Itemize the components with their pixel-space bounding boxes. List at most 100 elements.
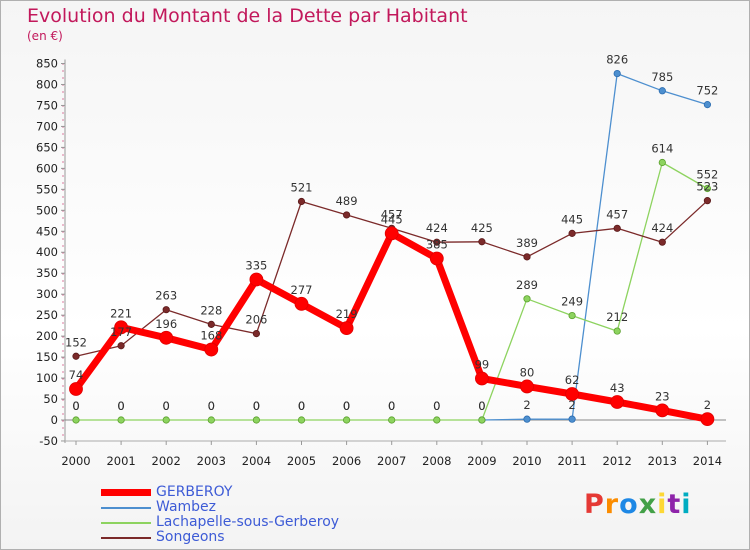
x-tick-label: 2004 (242, 454, 271, 468)
data-label: 0 (298, 399, 305, 413)
x-tick-label: 2010 (512, 454, 541, 468)
data-point (72, 352, 80, 360)
legend-swatch (101, 489, 151, 496)
data-point (162, 306, 170, 314)
data-point (523, 415, 531, 423)
chart-unit-label: (en €) (27, 29, 63, 43)
data-point (114, 320, 128, 335)
logo-letter: i (681, 489, 692, 520)
logo-letter: i (657, 489, 668, 520)
data-label: 263 (155, 289, 177, 303)
data-label: 212 (606, 310, 628, 324)
y-tick-label: 100 (36, 371, 58, 385)
data-label: 0 (433, 399, 440, 413)
data-label: 424 (426, 221, 448, 235)
data-label: 0 (343, 399, 350, 413)
legend-swatch (101, 536, 151, 539)
series-line-wambez (481, 72, 709, 421)
data-point (700, 412, 715, 427)
data-point (297, 416, 306, 424)
data-point (613, 69, 621, 78)
data-point (655, 403, 670, 418)
legend-label: Wambez (156, 499, 217, 515)
logo-letter: x (638, 489, 658, 520)
data-label: 219 (336, 307, 358, 321)
data-label: 43 (610, 381, 625, 395)
data-point (207, 416, 215, 424)
data-point (568, 415, 576, 423)
data-point (159, 330, 174, 345)
data-point (658, 238, 666, 246)
data-point (117, 416, 125, 424)
x-tick-label: 2003 (197, 454, 226, 468)
data-label: 424 (651, 221, 673, 235)
data-label: 489 (336, 194, 358, 208)
data-label: 249 (561, 295, 583, 309)
data-label: 2 (704, 398, 711, 412)
x-tick-label: 2002 (152, 454, 181, 468)
data-point (297, 197, 306, 206)
x-tick-label: 2007 (377, 454, 406, 468)
data-label: 0 (117, 399, 124, 413)
data-point (339, 321, 354, 336)
data-point (703, 184, 712, 193)
data-point (204, 342, 219, 357)
data-point (474, 371, 489, 386)
data-label: 0 (388, 399, 395, 413)
data-label: 0 (478, 399, 485, 413)
logo-letter: P (584, 489, 605, 520)
y-tick-label: 450 (36, 224, 58, 238)
data-point (117, 342, 125, 350)
data-label: 445 (381, 212, 403, 226)
x-tick-label: 2000 (61, 454, 90, 468)
data-point (478, 238, 486, 246)
data-point (523, 295, 531, 303)
legend-item: Songeons (101, 530, 339, 545)
proxiti-logo: Proxiti (584, 489, 692, 520)
data-label: 0 (253, 399, 260, 413)
x-tick-label: 2005 (287, 454, 316, 468)
data-point (429, 251, 444, 266)
data-point (565, 387, 579, 401)
data-label: 0 (298, 399, 305, 413)
data-label: 0 (72, 399, 79, 413)
data-label: 0 (388, 399, 395, 413)
data-point (613, 327, 621, 335)
data-point (433, 238, 441, 246)
data-label: 0 (163, 399, 170, 413)
x-tick-label: 2001 (106, 454, 135, 468)
legend-label: Songeons (156, 529, 225, 545)
legend-swatch (101, 506, 151, 509)
legend-label: GERBEROY (156, 484, 233, 500)
y-tick-label: 400 (36, 245, 58, 259)
y-tick-label: -50 (39, 434, 58, 448)
data-label: 196 (155, 317, 177, 331)
x-tick-label: 2008 (422, 454, 451, 468)
data-label: 335 (245, 259, 267, 273)
data-label: 74 (69, 368, 84, 382)
x-tick-label: 2006 (332, 454, 361, 468)
data-point (520, 379, 534, 394)
data-label: 206 (245, 313, 267, 327)
data-label: 0 (253, 399, 260, 413)
data-label: 457 (606, 207, 628, 221)
data-point (478, 416, 486, 424)
data-label: 23 (655, 389, 670, 403)
data-point (658, 158, 666, 167)
y-tick-label: 200 (36, 329, 58, 343)
data-label: 752 (696, 84, 718, 98)
data-label: 228 (200, 303, 222, 317)
data-point (613, 224, 621, 232)
data-label: 0 (478, 399, 485, 413)
data-point (294, 296, 309, 311)
data-label: 445 (561, 212, 583, 226)
y-tick-label: 850 (36, 57, 58, 71)
data-label: 2 (523, 398, 530, 412)
data-label: 523 (696, 180, 718, 194)
y-tick-label: 650 (36, 140, 58, 154)
legend-item: GERBEROY (101, 485, 339, 500)
data-point (384, 226, 399, 241)
y-tick-label: 600 (36, 161, 58, 175)
